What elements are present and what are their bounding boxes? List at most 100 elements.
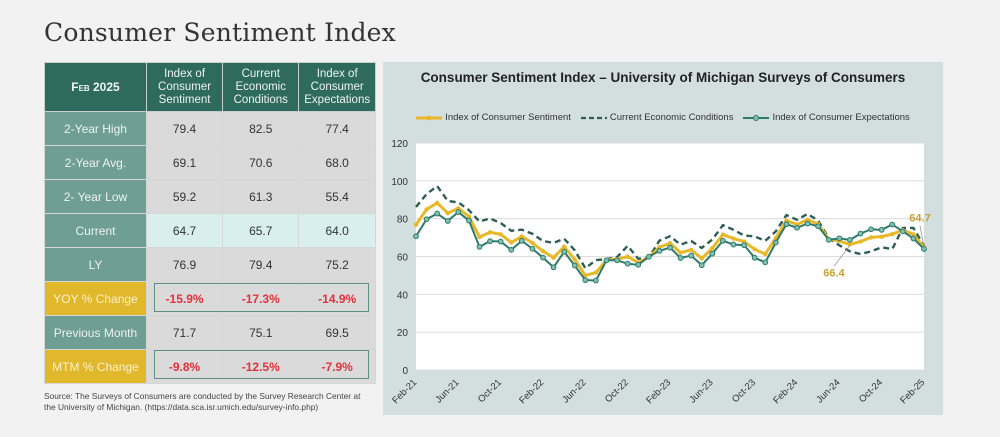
x-tick-label: Jun-24 <box>814 377 842 405</box>
chart-title: Consumer Sentiment Index – University of… <box>420 70 906 85</box>
data-point <box>561 244 567 249</box>
data-point <box>497 238 504 245</box>
row-label: MTM % Change <box>44 349 147 384</box>
data-point <box>699 256 704 261</box>
x-tick-label: Feb-25 <box>898 377 927 406</box>
data-point <box>477 234 482 240</box>
x-tick-label: Jun-22 <box>560 377 588 405</box>
data-point <box>614 257 620 264</box>
data-point <box>509 240 514 245</box>
data-point <box>530 240 535 246</box>
table-cell: 76.9 <box>145 247 224 282</box>
legend-swatch-current-conditions <box>580 116 607 119</box>
table-corner-date: Feb 2025 <box>44 62 147 112</box>
data-point <box>466 214 472 219</box>
data-point <box>868 226 874 233</box>
annotation-leader <box>919 225 925 248</box>
table-cell: 59.2 <box>145 179 224 214</box>
data-point <box>413 222 419 227</box>
table-cell: 75.2 <box>298 247 376 282</box>
table-row: YOY % Change -15.9% -17.3% -14.9% <box>44 281 376 316</box>
table-cell: -15.9% <box>145 281 224 316</box>
x-tick-label: Oct-23 <box>730 377 758 405</box>
data-point <box>710 245 715 251</box>
data-point <box>455 209 462 215</box>
legend-item-consumer-expectations[interactable]: Index of Consumer Expectations <box>743 112 910 123</box>
table-cell: 61.3 <box>222 179 300 214</box>
y-tick-label: 20 <box>397 328 409 339</box>
data-point <box>879 234 884 239</box>
data-point <box>635 261 642 268</box>
legend-item-current-conditions[interactable]: Current Economic Conditions <box>580 112 734 123</box>
data-point <box>815 223 822 230</box>
data-point <box>709 250 716 257</box>
data-point <box>487 230 493 235</box>
data-point <box>857 230 864 237</box>
data-point <box>540 249 546 254</box>
table-cell: -9.8% <box>145 349 224 384</box>
data-point <box>688 252 695 259</box>
data-point <box>445 210 450 216</box>
data-point <box>794 224 800 231</box>
table-row: 2-Year High 79.4 82.5 77.4 <box>44 111 376 146</box>
legend-label: Current Economic Conditions <box>609 112 734 123</box>
data-point <box>624 260 631 267</box>
y-tick-label: 60 <box>397 253 409 264</box>
data-point <box>551 255 556 260</box>
table-cell: 79.4 <box>145 111 224 146</box>
data-point <box>825 236 832 243</box>
data-point <box>593 270 599 275</box>
row-label: Current <box>44 213 147 248</box>
table-cell: 64.7 <box>145 213 224 248</box>
legend-swatch-consumer-sentiment <box>416 115 443 120</box>
row-label: 2-Year High <box>44 111 147 146</box>
legend-label: Index of Consumer Expectations <box>772 112 910 123</box>
data-point <box>836 235 843 242</box>
column-header-consumer-expectations: Index of Consumer Expectations <box>298 62 376 112</box>
data-point <box>498 232 503 237</box>
y-tick-label: 120 <box>391 139 408 150</box>
data-point <box>667 244 673 251</box>
data-point <box>730 241 737 248</box>
y-tick-label: 100 <box>391 177 408 188</box>
x-tick-label: Feb-23 <box>644 377 673 406</box>
legend-swatch-consumer-expectations <box>743 114 770 121</box>
data-point <box>424 207 429 212</box>
series-line-current-economic-conditions <box>415 184 926 270</box>
data-point <box>911 232 916 237</box>
data-point <box>772 239 779 246</box>
data-point <box>625 254 630 259</box>
data-point <box>519 234 525 239</box>
data-point <box>561 248 568 255</box>
table-header-row: Feb 2025 Index of Consumer Sentiment Cur… <box>44 62 376 112</box>
data-point <box>731 236 736 241</box>
data-point <box>899 228 906 235</box>
table-row: LY 76.9 79.4 75.2 <box>44 247 376 282</box>
data-point <box>487 238 493 245</box>
x-tick-label: Oct-22 <box>603 377 631 405</box>
data-point <box>763 251 768 257</box>
data-point <box>868 235 874 240</box>
table-cell: 69.5 <box>298 315 376 350</box>
legend-item-consumer-sentiment[interactable]: Index of Consumer Sentiment <box>416 112 571 123</box>
data-point <box>858 239 863 244</box>
table-cell: 69.1 <box>145 145 224 180</box>
data-point <box>720 232 726 237</box>
table-cell: 70.6 <box>222 145 300 180</box>
data-point <box>805 217 810 223</box>
data-point <box>456 206 461 211</box>
row-label: Previous Month <box>44 315 147 350</box>
data-point <box>571 262 578 269</box>
data-label: 64.7 <box>909 213 930 225</box>
sentiment-stats-table: Feb 2025 Index of Consumer Sentiment Cur… <box>44 62 376 384</box>
y-tick-label: 80 <box>397 215 409 226</box>
chart-panel: Consumer Sentiment Index – University of… <box>383 62 943 415</box>
table-cell: 77.4 <box>298 111 376 146</box>
data-point <box>878 226 885 233</box>
line-chart: 0 20 40 60 80 100 120 Feb-21 Jun-21 Oct-21 Feb-22 J… <box>390 139 930 406</box>
x-tick-label: Feb-22 <box>517 377 546 406</box>
table-cell: 75.1 <box>222 315 300 350</box>
page-title: Consumer Sentiment Index <box>44 18 396 47</box>
x-tick-label: Feb-21 <box>390 377 419 406</box>
table-cell: 82.5 <box>222 111 300 146</box>
